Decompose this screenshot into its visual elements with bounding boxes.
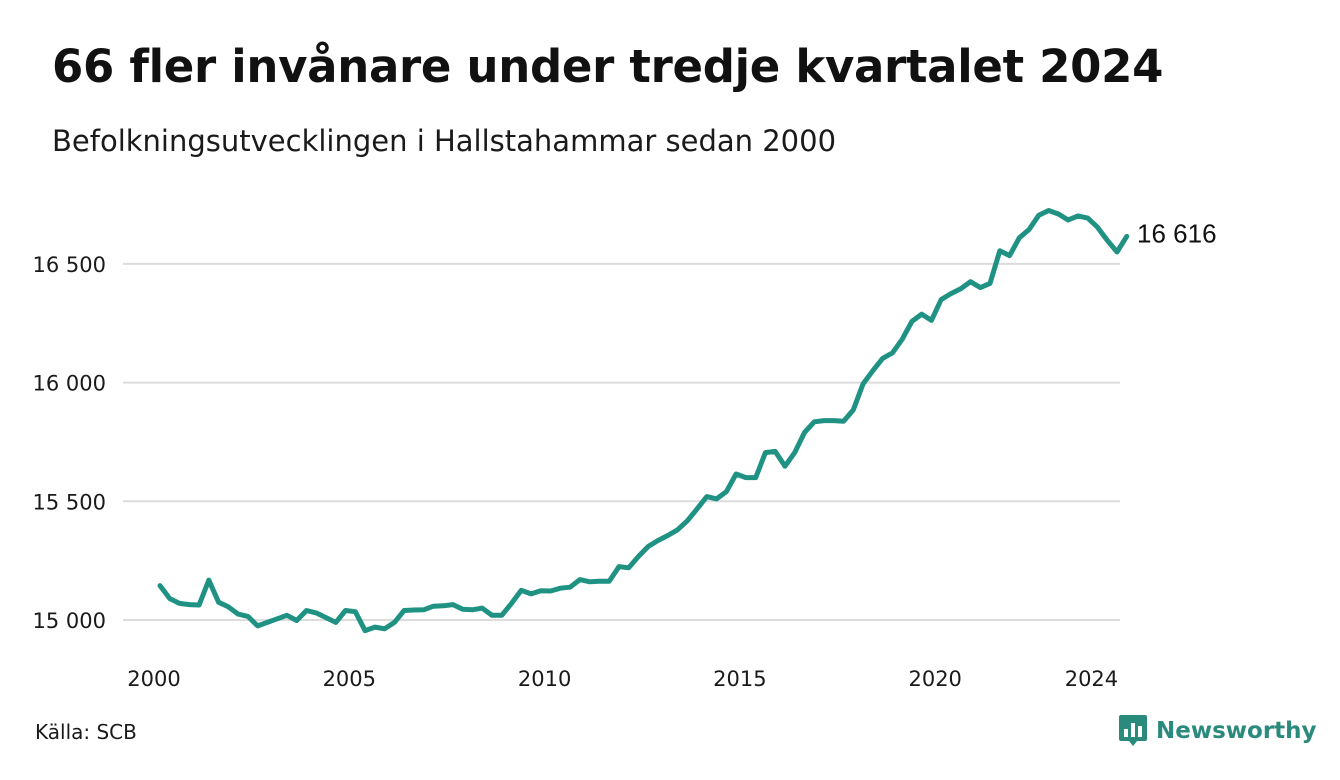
y-tick-label: 15 500 (33, 490, 106, 514)
end-value-label: 16 616 (1137, 218, 1217, 248)
brand-name: Newsworthy (1156, 718, 1317, 744)
page-subtitle: Befolkningsutvecklingen i Hallstahammar … (52, 124, 837, 158)
y-tick-label: 16 000 (33, 372, 106, 396)
brand-logo: Newsworthy (1118, 714, 1317, 748)
x-tick-label: 2000 (127, 667, 180, 691)
gridlines (123, 262, 1120, 621)
x-tick-label: 2015 (713, 667, 766, 691)
source-note: Källa: SCB (35, 720, 137, 744)
page-title: 66 fler invånare under tredje kvartalet … (52, 40, 1164, 93)
population-series-line (157, 208, 1130, 634)
x-tick-label: 2020 (908, 667, 961, 691)
bar-chart-speech-bubble-icon (1119, 715, 1147, 746)
y-tick-label: 15 000 (33, 609, 106, 633)
y-tick-label: 16 500 (33, 253, 106, 277)
x-axis-ticks: 2000 2005 2010 2015 2020 2024 (127, 667, 1118, 691)
x-tick-label: 2024 (1065, 667, 1118, 691)
x-tick-label: 2010 (518, 667, 571, 691)
x-tick-label: 2005 (323, 667, 376, 691)
y-axis-ticks: 15 000 15 500 16 000 16 500 (33, 253, 106, 633)
series-layer: 16 616 (157, 208, 1217, 634)
